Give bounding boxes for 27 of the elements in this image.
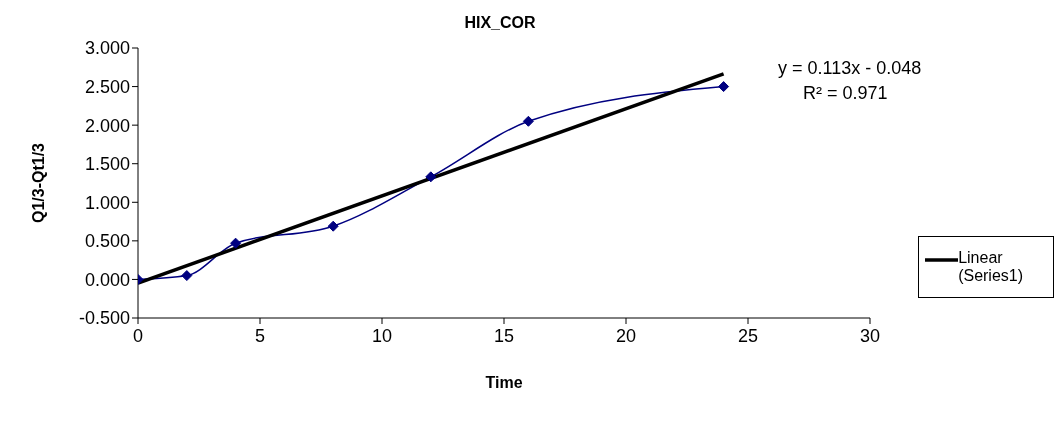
point — [425, 171, 437, 183]
y-tick-label: 3.000 — [84, 38, 130, 59]
annotation: R² = 0.971 — [803, 83, 888, 104]
x-tick-label: 0 — [132, 326, 144, 346]
text: Linear (Series1) — [958, 249, 1025, 285]
annotation: y = 0.113x - 0.048 — [778, 58, 922, 79]
point — [327, 220, 339, 232]
x-tick-label: 15 — [493, 326, 515, 346]
y-tick-label: 2.500 — [84, 76, 130, 97]
point — [718, 81, 730, 93]
x-tick-label: 25 — [737, 326, 759, 346]
y-tick-label: -0.500 — [78, 308, 130, 329]
point — [522, 115, 534, 127]
x-tick-label: 5 — [254, 326, 266, 346]
chart-title: HIX_COR — [463, 14, 537, 32]
x-tick-label: 20 — [615, 326, 637, 346]
x-axis-title: Time — [485, 374, 523, 391]
y-tick-label: 1.500 — [84, 154, 130, 175]
y-tick-label: 0.500 — [84, 231, 130, 252]
point — [181, 270, 193, 282]
x-tick-label: 10 — [371, 326, 393, 346]
y-tick-label: 2.000 — [84, 115, 130, 136]
point — [230, 237, 242, 249]
y-tick-label: 0.000 — [84, 269, 130, 290]
y-tick-label: 1.000 — [84, 192, 130, 213]
y-axis-title: Q1/3-Qt1/3 — [29, 142, 47, 224]
x-tick-label: 30 — [859, 326, 881, 346]
